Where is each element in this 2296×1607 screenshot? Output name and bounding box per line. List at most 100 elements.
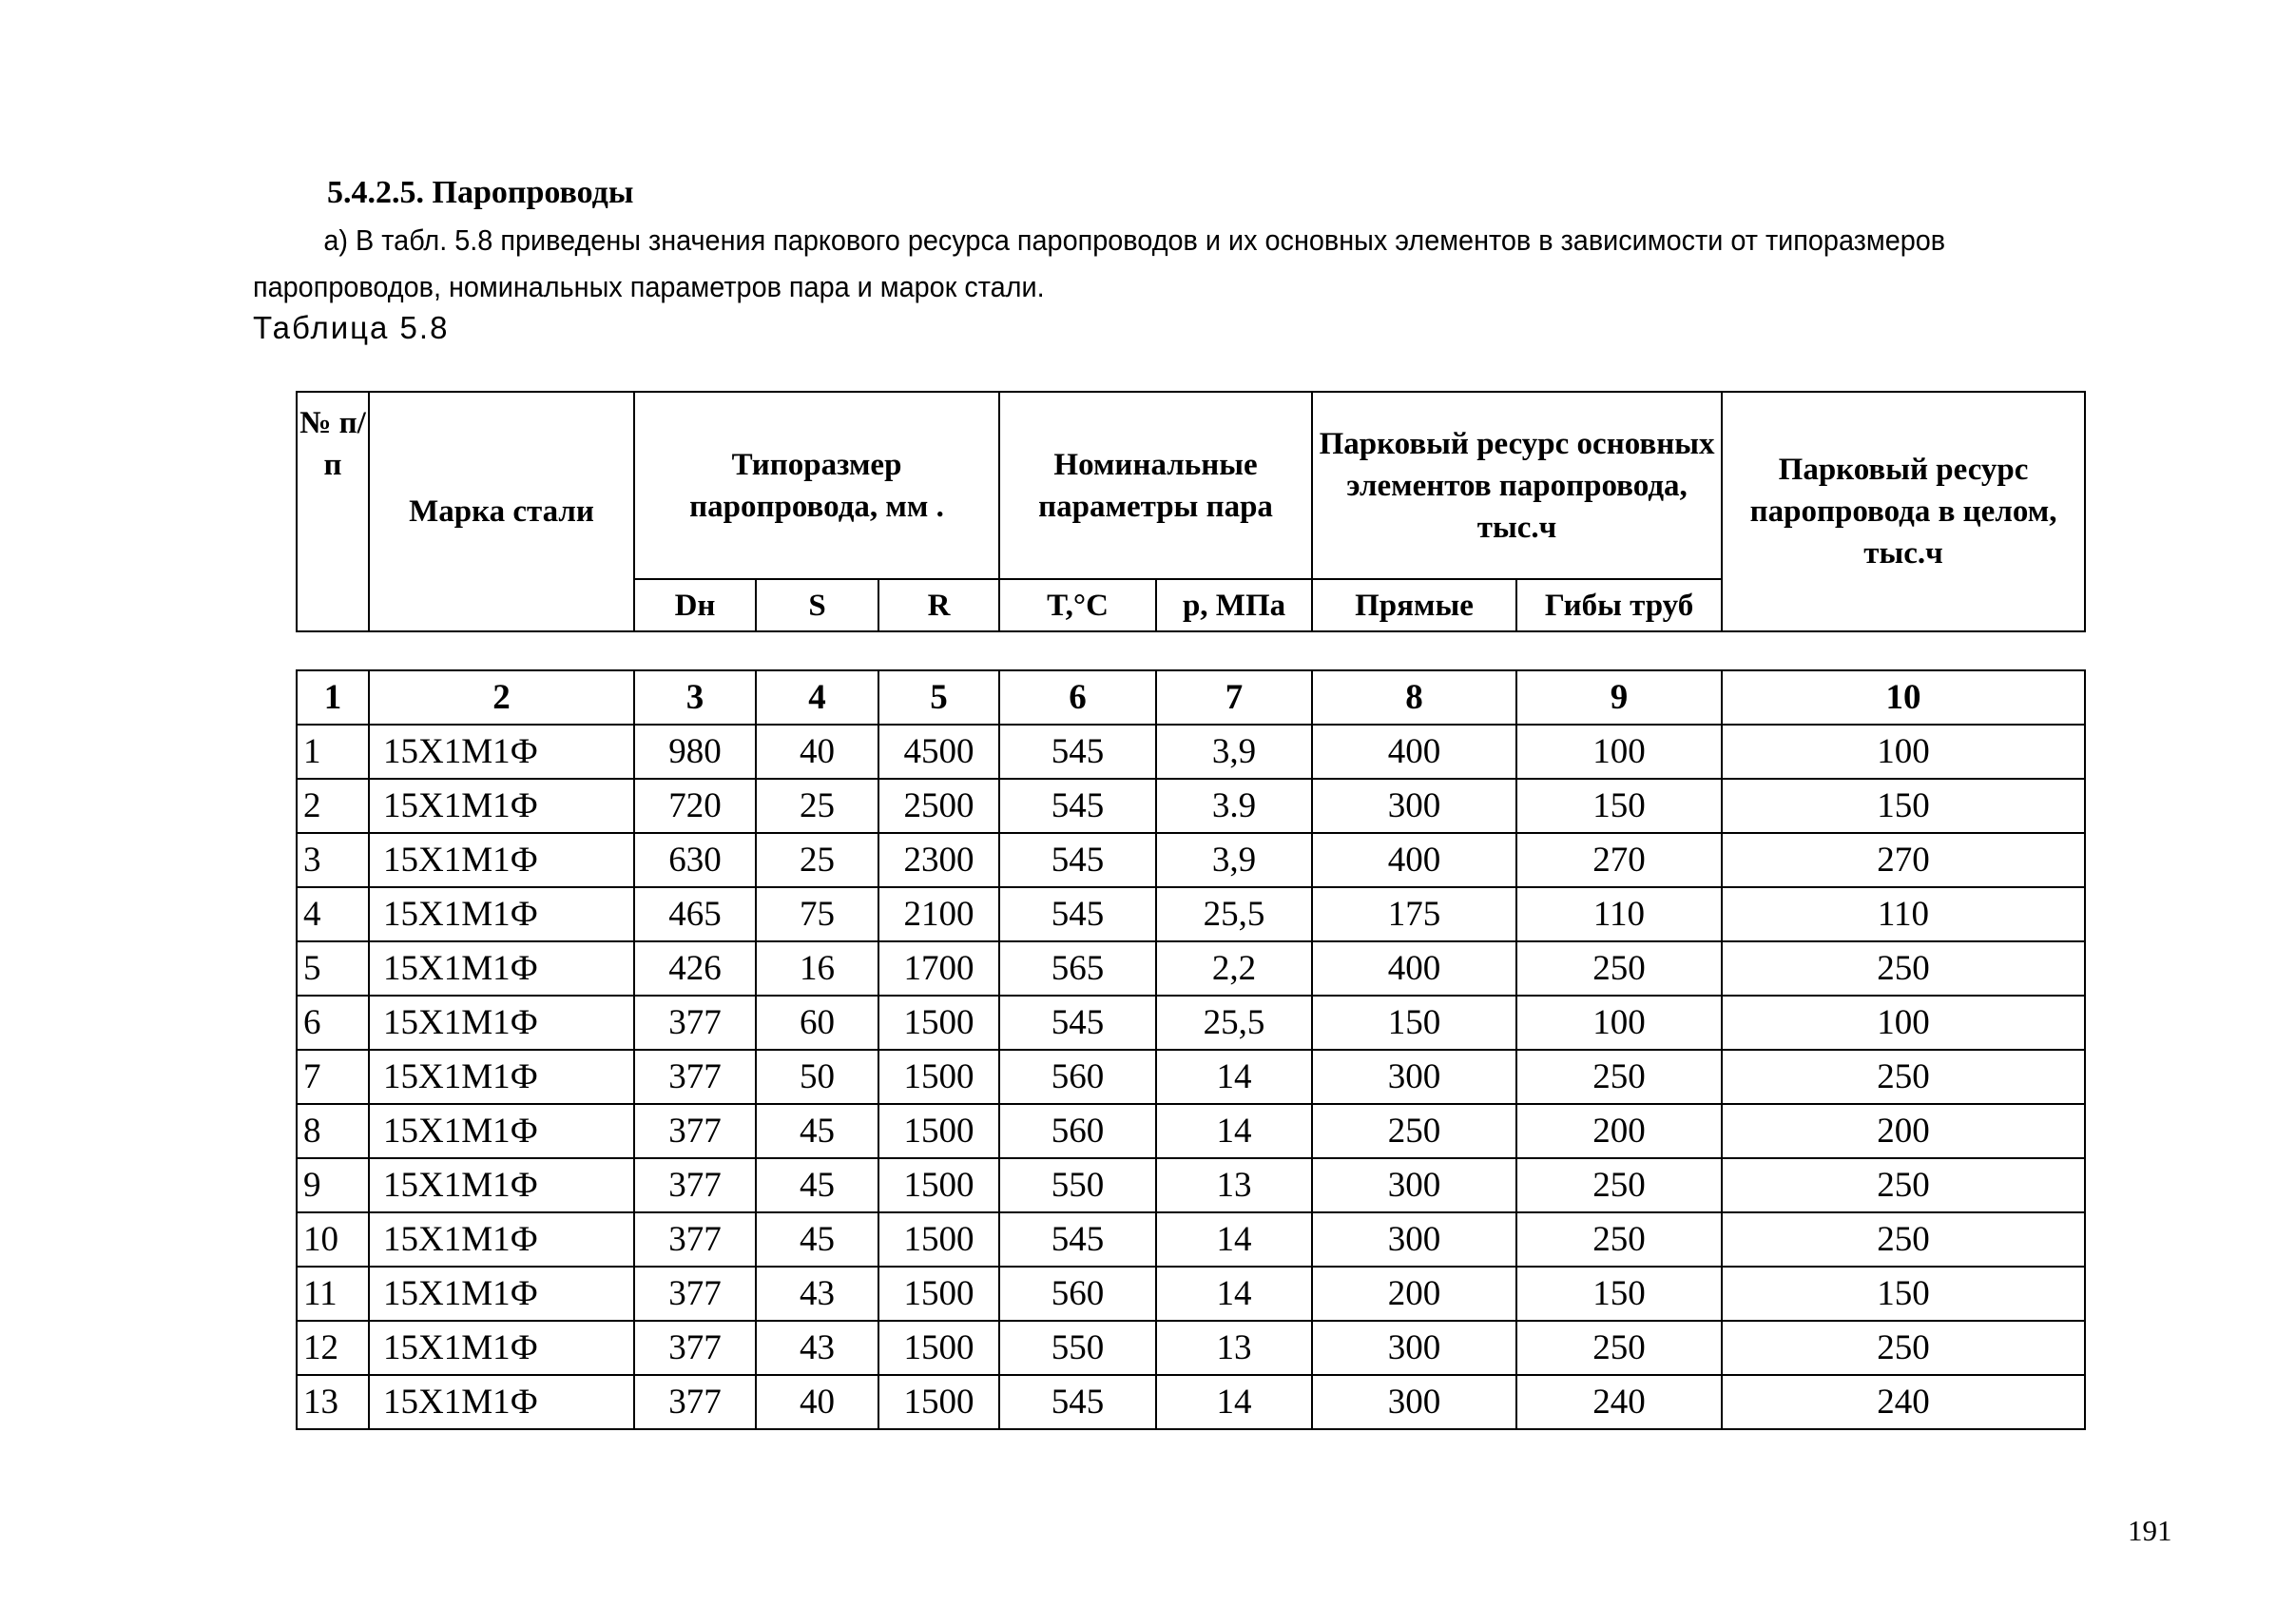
header-t: T,°С (998, 578, 1158, 632)
table-cell: 15Х1М1Ф (368, 1211, 635, 1268)
section-heading: 5.4.2.5. Паропроводы (327, 175, 634, 210)
header-p: р, МПа (1155, 578, 1314, 632)
table-cell: 545 (998, 778, 1157, 834)
table-cell: 150 (1721, 1266, 2086, 1322)
table-cell: 270 (1721, 832, 2086, 888)
table-cell: 75 (755, 886, 879, 942)
column-number: 2 (368, 669, 635, 726)
table-row: 1 15Х1М1Ф 980 40 4500 545 3,9 400 100 100 (296, 724, 2086, 780)
table-cell: 250 (1515, 1049, 1723, 1105)
table-cell: 1700 (878, 940, 1000, 997)
table-cell: 14 (1155, 1049, 1313, 1105)
table-cell: 3 (296, 832, 370, 888)
table-cell: 43 (755, 1266, 879, 1322)
table-cell: 45 (755, 1103, 879, 1159)
table-cell: 12 (296, 1320, 370, 1376)
table-cell: 15Х1М1Ф (368, 1157, 635, 1213)
table-cell: 377 (633, 1049, 757, 1105)
table-cell: 2 (296, 778, 370, 834)
table-cell: 4500 (878, 724, 1000, 780)
table-cell: 13 (1155, 1320, 1313, 1376)
table-cell: 1500 (878, 1211, 1000, 1268)
table-cell: 100 (1515, 995, 1723, 1051)
table-cell: 560 (998, 1049, 1157, 1105)
table-cell: 15Х1М1Ф (368, 778, 635, 834)
table-cell: 377 (633, 1103, 757, 1159)
table-row: 13 15Х1М1Ф 377 40 1500 545 14 300 240 240 (296, 1374, 2086, 1430)
table-cell: 560 (998, 1266, 1157, 1322)
table-cell: 3.9 (1155, 778, 1313, 834)
table-cell: 11 (296, 1266, 370, 1322)
table-cell: 400 (1311, 724, 1517, 780)
table-cell: 400 (1311, 940, 1517, 997)
table-cell: 240 (1515, 1374, 1723, 1430)
header-s: S (755, 578, 879, 632)
table-cell: 250 (1515, 1320, 1723, 1376)
table-cell: 200 (1311, 1266, 1517, 1322)
table-cell: 270 (1515, 832, 1723, 888)
column-number-row: 1 2 3 4 5 6 7 8 9 10 (296, 669, 2086, 726)
header-straight: Прямые (1311, 578, 1518, 632)
table-row: 10 15Х1М1Ф 377 45 1500 545 14 300 250 250 (296, 1211, 2086, 1268)
table-cell: 300 (1311, 1157, 1517, 1213)
table-cell: 545 (998, 832, 1157, 888)
column-number: 9 (1515, 669, 1723, 726)
column-number: 5 (878, 669, 1000, 726)
table-cell: 100 (1721, 724, 2086, 780)
header-total-resource: Парковый ресурс паропровода в целом, тыс… (1721, 391, 2087, 632)
table-cell: 1500 (878, 1049, 1000, 1105)
table-cell: 8 (296, 1103, 370, 1159)
table-cell: 545 (998, 1374, 1157, 1430)
table-row: 3 15Х1М1Ф 630 25 2300 545 3,9 400 270 270 (296, 832, 2086, 888)
table-cell: 250 (1721, 1320, 2086, 1376)
table-cell: 40 (755, 724, 879, 780)
table-cell: 550 (998, 1157, 1157, 1213)
table-cell: 300 (1311, 778, 1517, 834)
table-cell: 426 (633, 940, 757, 997)
table-cell: 250 (1515, 1157, 1723, 1213)
table-cell: 100 (1721, 995, 2086, 1051)
table-cell: 3,9 (1155, 724, 1313, 780)
table-row: 2 15Х1М1Ф 720 25 2500 545 3.9 300 150 150 (296, 778, 2086, 834)
table-cell: 465 (633, 886, 757, 942)
table-cell: 1 (296, 724, 370, 780)
table-cell: 980 (633, 724, 757, 780)
table-cell: 15Х1М1Ф (368, 1049, 635, 1105)
table-cell: 15Х1М1Ф (368, 724, 635, 780)
header-steel: Марка стали (368, 391, 635, 632)
table-row: 9 15Х1М1Ф 377 45 1500 550 13 300 250 250 (296, 1157, 2086, 1213)
table-cell: 1500 (878, 1103, 1000, 1159)
table-cell: 1500 (878, 1266, 1000, 1322)
table-cell: 300 (1311, 1374, 1517, 1430)
table-caption: Таблица 5.8 (253, 310, 450, 345)
column-number: 8 (1311, 669, 1517, 726)
table-cell: 13 (1155, 1157, 1313, 1213)
table-cell: 300 (1311, 1049, 1517, 1105)
table-cell: 14 (1155, 1266, 1313, 1322)
table-cell: 250 (1515, 1211, 1723, 1268)
table-cell: 545 (998, 724, 1157, 780)
table-cell: 3,9 (1155, 832, 1313, 888)
table-cell: 15Х1М1Ф (368, 1266, 635, 1322)
table-cell: 110 (1515, 886, 1723, 942)
column-number: 3 (633, 669, 757, 726)
table-cell: 377 (633, 1320, 757, 1376)
table-cell: 14 (1155, 1103, 1313, 1159)
table-cell: 560 (998, 1103, 1157, 1159)
data-table: 1 2 3 4 5 6 7 8 9 10 1 15Х1М1Ф 980 40 4500 545 3,9 400 100… (296, 669, 2086, 1430)
table-cell: 25 (755, 832, 879, 888)
table-cell: 2100 (878, 886, 1000, 942)
table-cell: 15Х1М1Ф (368, 832, 635, 888)
column-number: 1 (296, 669, 370, 726)
table-cell: 10 (296, 1211, 370, 1268)
header-size: Типоразмер паропровода, мм . (632, 391, 1001, 580)
table-cell: 175 (1311, 886, 1517, 942)
table-cell: 377 (633, 1374, 757, 1430)
table-cell: 15Х1М1Ф (368, 1320, 635, 1376)
header-elements-resource: Парковый ресурс основных элементов пароп… (1311, 391, 1724, 580)
table-cell: 150 (1721, 778, 2086, 834)
table-cell: 400 (1311, 832, 1517, 888)
header-num: № п/п (296, 391, 370, 632)
table-cell: 250 (1721, 1049, 2086, 1105)
table-cell: 150 (1515, 1266, 1723, 1322)
